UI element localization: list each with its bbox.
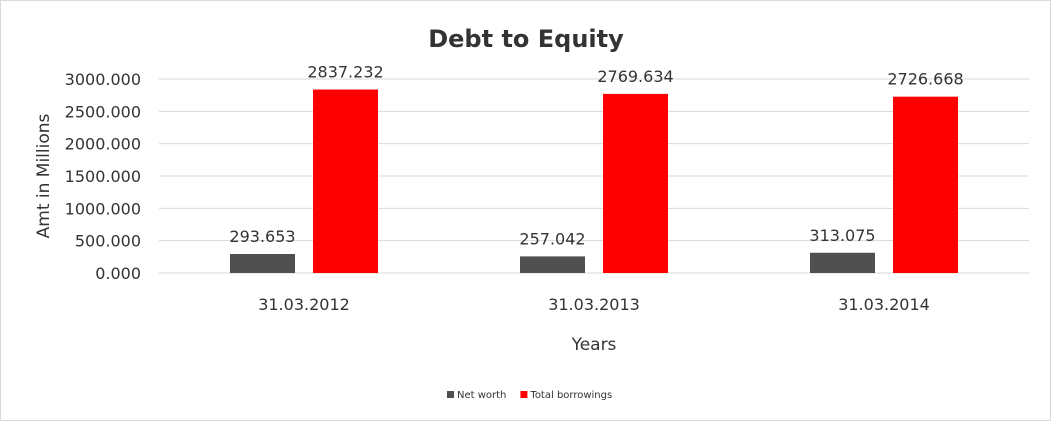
bar-total-borrowings	[893, 96, 958, 273]
data-label: 2837.232	[307, 63, 383, 82]
data-label: 313.075	[809, 226, 875, 245]
y-axis-label: Amt in Millions	[34, 113, 54, 238]
x-axis-label: Years	[571, 335, 617, 355]
bar-total-borrowings	[603, 93, 668, 273]
legend-swatch	[520, 391, 528, 398]
y-tick-label: 0.000	[95, 264, 141, 283]
data-label: 2726.668	[887, 70, 963, 89]
data-label: 257.042	[519, 229, 585, 248]
y-tick-label: 1500.000	[65, 167, 141, 186]
legend-swatch	[447, 391, 454, 398]
bar-net-worth	[810, 252, 875, 273]
x-tick-label: 31.03.2013	[548, 295, 640, 314]
x-tick-label: 31.03.2014	[838, 295, 930, 314]
legend-label: Total borrowings	[529, 390, 612, 401]
bar-net-worth	[520, 256, 585, 273]
x-tick-label: 31.03.2012	[258, 295, 350, 314]
chart-title: Debt to Equity	[428, 25, 624, 53]
bar-net-worth	[230, 254, 295, 273]
bar-total-borrowings	[313, 89, 378, 273]
data-label: 293.653	[229, 227, 295, 246]
y-tick-label: 2000.000	[65, 135, 141, 154]
y-tick-label: 500.000	[75, 232, 141, 251]
y-tick-label: 3000.000	[65, 70, 141, 89]
data-label: 2769.634	[597, 67, 673, 86]
y-tick-label: 2500.000	[65, 102, 141, 121]
y-tick-label: 1000.000	[65, 199, 141, 218]
legend-label: Net worth	[457, 390, 506, 401]
